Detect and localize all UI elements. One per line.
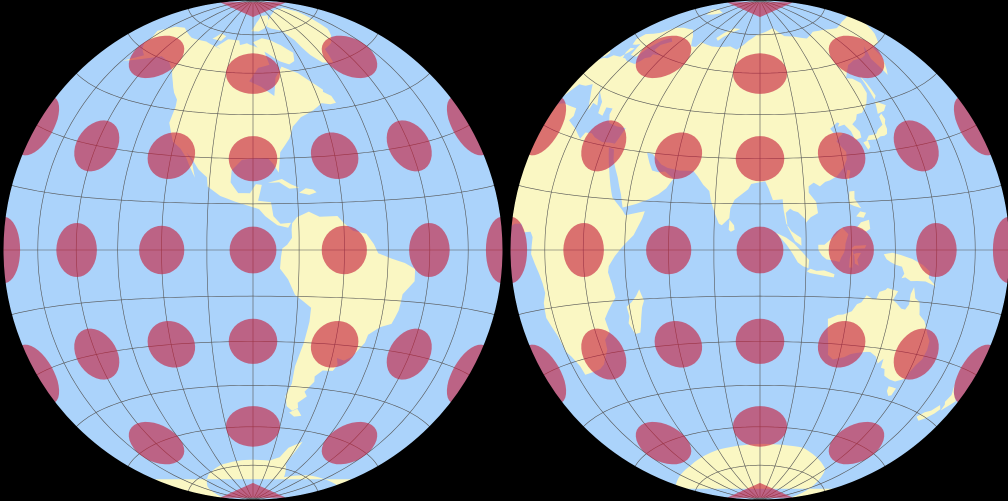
tissot-indicatrix [386,328,432,380]
tissot-indicatrix [646,225,692,275]
land-philippines-visayas [856,211,867,218]
land-japan-honshu [866,113,887,141]
land-sumatra [776,233,810,269]
parallel-line [11,185,495,205]
tissot-indicatrix [828,225,874,275]
tissot-indicatrix [229,226,277,274]
tissot-indicatrix [916,223,957,277]
tissot-indicatrix [74,328,120,380]
tissot-indicatrix [581,120,627,172]
tissot-indicatrix [139,225,185,275]
tissot-indicatrix [654,132,703,179]
parallel-line [582,72,938,115]
parallel-line [188,464,318,492]
tissot-indicatrix [893,328,939,380]
tissot-indicatrix [654,321,703,368]
land-japan-kyushu [863,140,871,150]
tissot-indicatrix [226,406,280,447]
tissot-indicatrix [510,216,528,284]
tissot-indicatrix [386,120,432,172]
land-great-britain [599,36,630,59]
tissot-indicatrix [310,321,359,368]
parallel-line [695,8,825,36]
land-novaya-zemlya [716,28,741,41]
tissot-indicatrix [563,223,604,277]
tissot-indicatrix [219,2,287,18]
tissot-indicatrix [733,406,787,447]
parallel-line [188,8,318,36]
tissot-indicatrix [147,321,196,368]
land-tierra-del-fuego [289,408,302,417]
land-sri-lanka [728,219,735,232]
land-new-zealand-north [940,384,956,411]
indicatrix-layer [510,2,1008,498]
land-madagascar [626,289,644,335]
parallel-line [75,72,431,115]
land-svalbard [706,9,723,15]
tissot-indicatrix [726,482,794,498]
tissot-indicatrix [321,35,378,79]
land-java [806,268,835,278]
parallel-line [582,385,938,428]
tissot-indicatrix [635,421,692,465]
land-hispaniola [299,188,317,195]
tissot-indicatrix [56,223,97,277]
tissot-indicatrix [226,53,280,94]
tissot-indicatrix [321,421,378,465]
tissot-indicatrix [128,35,185,79]
tissot-indicatrix [828,421,885,465]
land-newfoundland [321,91,336,105]
parallel-line [11,295,495,315]
tissot-indicatrix [219,482,287,498]
tissot-indicatrix [817,132,866,179]
tissot-indicatrix [733,53,787,94]
tissot-indicatrix [409,223,450,277]
parallel-line [75,385,431,428]
tissot-indicatrix [228,136,278,182]
land-antarctica [650,443,834,500]
tissot-indicatrix [817,321,866,368]
tissot-indicatrix [321,225,367,275]
tissot-indicatrix [735,318,785,364]
tissot-indicatrix [992,216,1008,284]
land-japan-hokkaido [875,101,886,114]
tissot-indicatrix [3,216,21,284]
land-south-america [280,211,416,411]
tissot-indicatrix [310,132,359,179]
land-victoria-island [216,39,241,50]
land-cuba [267,179,300,189]
land-north-america [122,26,323,228]
tissot-indicatrix [128,421,185,465]
hemisphere-outline [2,0,504,501]
tissot-indicatrix [74,120,120,172]
tissot-indicatrix [726,2,794,18]
hemisphere-outline [509,0,1008,501]
tissot-indicatrix [893,120,939,172]
land-tasmania [886,386,896,396]
land-ellesmere-island [251,15,269,32]
tissot-indicatrix [635,35,692,79]
land-philippines-luzon [849,190,862,209]
parallel-line [518,185,1002,205]
tissot-indicatrix [735,136,785,182]
land-sakhalin [859,75,876,100]
western-hemisphere [3,0,503,500]
tissot-indicatrix [736,226,784,274]
tissot-indicatrix [581,328,627,380]
parallel-line [518,295,1002,315]
land-new-guinea [883,252,937,287]
tissot-indicatrix [147,132,196,179]
tissot-indicatrix [228,318,278,364]
land-new-zealand-south [916,405,941,421]
tissot-indicatrix [828,35,885,79]
tissot-indicatrix [485,216,503,284]
parallel-line [695,464,825,492]
land-banks-island [212,33,227,41]
eastern-hemisphere [510,0,1008,500]
